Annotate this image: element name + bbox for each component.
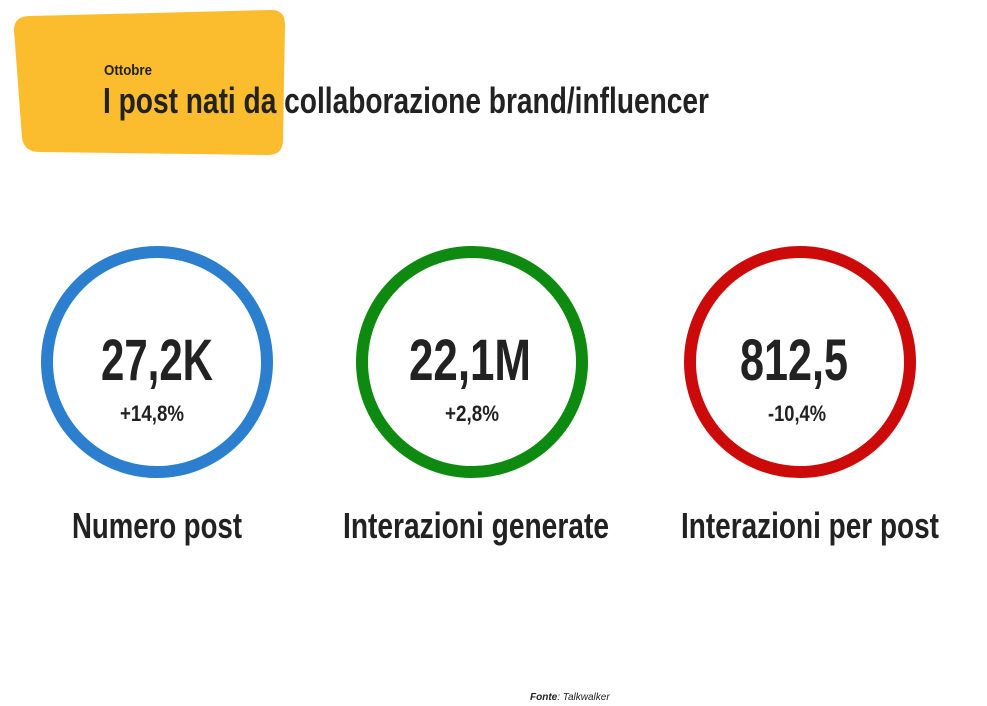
ring — [356, 246, 588, 478]
header-badge — [14, 9, 285, 155]
source: Fonte: Talkwalker — [530, 692, 610, 703]
subtitle: Ottobre — [104, 62, 152, 79]
kpi-label: Interazioni generate — [343, 505, 609, 546]
title: I post nati da collaborazione brand/infl… — [103, 80, 709, 121]
kpi-value: 812,5 — [740, 328, 848, 393]
kpi: 812,5 -10,4% Interazioni per post — [681, 246, 939, 546]
ring — [684, 246, 916, 478]
kpi-value: 27,2K — [101, 328, 213, 393]
kpi-change: +14,8% — [120, 401, 184, 426]
kpi: 22,1M +2,8% Interazioni generate — [343, 246, 609, 546]
kpi-change: +2,8% — [445, 401, 499, 426]
source-text: : Talkwalker — [557, 692, 610, 703]
kpi-label: Numero post — [72, 505, 242, 546]
ring — [41, 246, 273, 478]
source-label: Fonte — [530, 692, 558, 703]
kpi-value: 22,1M — [409, 328, 531, 393]
kpi-label: Interazioni per post — [681, 505, 939, 546]
kpi-change: -10,4% — [768, 401, 826, 426]
kpi: 27,2K +14,8% Numero post — [41, 246, 273, 546]
